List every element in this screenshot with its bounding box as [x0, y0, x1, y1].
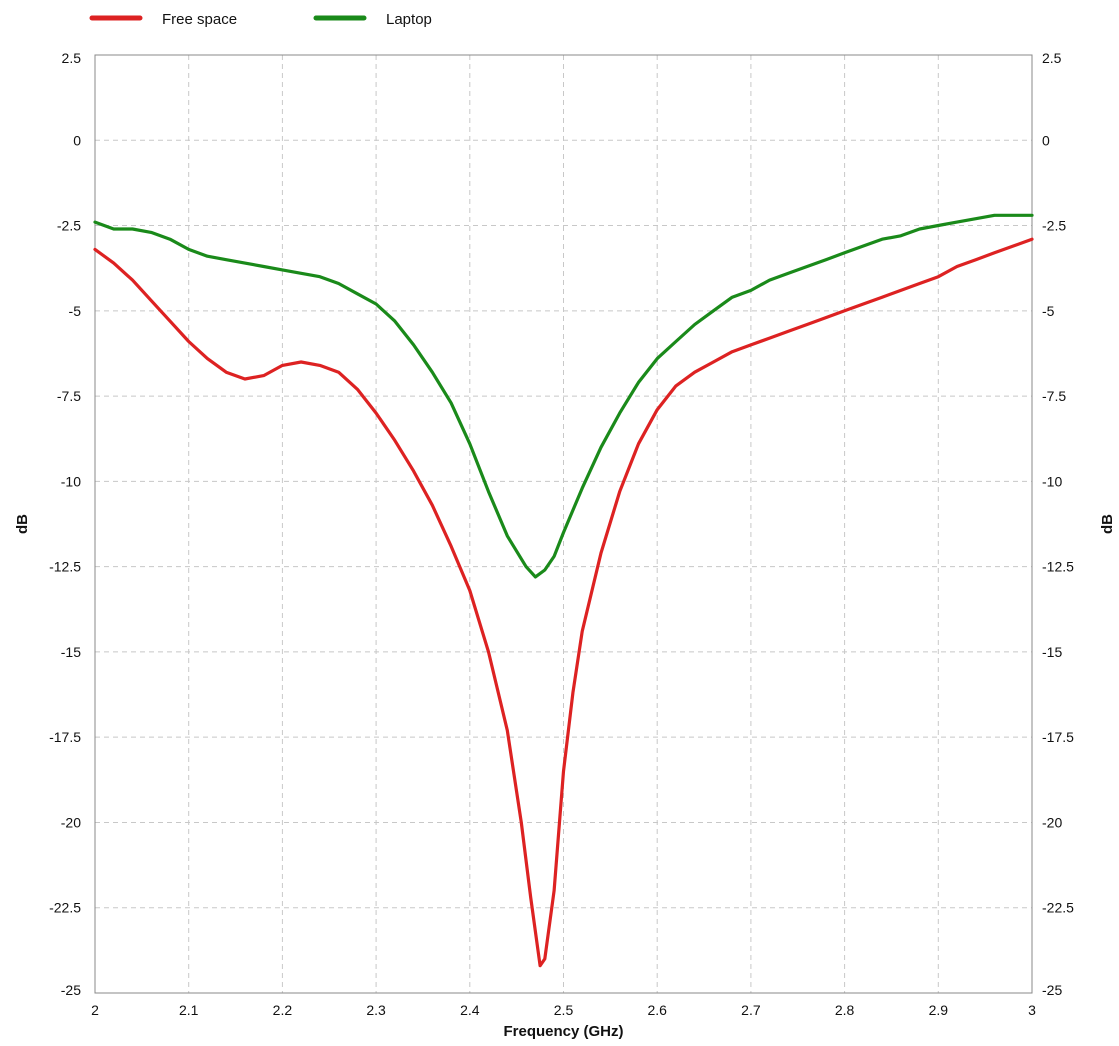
y-tick-label-left: -12.5: [49, 559, 81, 575]
y-tick-label-left: 2.5: [62, 50, 82, 66]
y-tick-label-right: -17.5: [1042, 729, 1074, 745]
y-tick-label-left: 0: [73, 132, 81, 148]
series-line-laptop: [93, 213, 1034, 579]
y-tick-label-left: -17.5: [49, 729, 81, 745]
y-axis-title-right: dB: [1099, 514, 1116, 534]
y-tick-label-right: -2.5: [1042, 218, 1066, 234]
y-tick-label-left: -2.5: [57, 218, 81, 234]
y-tick-label-right: -12.5: [1042, 559, 1074, 575]
x-tick-label: 2.4: [460, 1002, 480, 1018]
series-line-free-space: [93, 237, 1034, 968]
y-tick-label-left: -20: [61, 814, 81, 830]
x-tick-label: 2.5: [554, 1002, 574, 1018]
y-tick-label-left: -10: [61, 473, 81, 489]
y-tick-label-right: -7.5: [1042, 388, 1066, 404]
x-axis: 2 2.1 2.2 2.3 2.4 2.5 2.6 2.7 2.8 2.9 3: [91, 1002, 1036, 1018]
x-tick-label: 2.2: [273, 1002, 293, 1018]
y-tick-label-right: -25: [1042, 982, 1062, 998]
x-tick-label: 3: [1028, 1002, 1036, 1018]
legend: Free space Laptop: [89, 11, 432, 28]
legend-label-free-space: Free space: [162, 11, 237, 28]
y-tick-label-left: -5: [69, 303, 82, 319]
y-axis-left: 2.5 0 -2.5 -5 -7.5 -10 -12.5 -15 -17.5 -20 -22.5 -2…: [49, 50, 81, 998]
y-tick-label-left: -25: [61, 982, 81, 998]
y-axis-right: 2.5 0 -2.5 -5 -7.5 -10 -12.5 -15 -17.5 -20 -22.5 -2…: [1042, 50, 1074, 998]
y-tick-label-right: -15: [1042, 644, 1062, 660]
y-tick-label-right: 0: [1042, 132, 1050, 148]
y-tick-label-right: -5: [1042, 303, 1055, 319]
x-tick-label: 2: [91, 1002, 99, 1018]
y-tick-label-right: -10: [1042, 473, 1062, 489]
legend-label-laptop: Laptop: [386, 11, 432, 28]
x-tick-label: 2.1: [179, 1002, 199, 1018]
x-tick-label: 2.3: [366, 1002, 386, 1018]
y-tick-label-left: -15: [61, 644, 81, 660]
x-tick-label: 2.7: [741, 1002, 761, 1018]
y-tick-label-right: 2.5: [1042, 50, 1062, 66]
y-axis-title-left: dB: [14, 514, 31, 534]
plot-frame: [94, 54, 1033, 994]
grid: [95, 55, 1032, 993]
y-tick-label-right: -22.5: [1042, 900, 1074, 916]
y-tick-label-left: -22.5: [49, 900, 81, 916]
x-tick-label: 2.6: [647, 1002, 667, 1018]
x-tick-label: 2.9: [929, 1002, 949, 1018]
x-axis-title: Frequency (GHz): [503, 1023, 623, 1040]
series-layer: [93, 213, 1034, 968]
y-tick-label-right: -20: [1042, 814, 1062, 830]
x-tick-label: 2.8: [835, 1002, 855, 1018]
y-tick-label-left: -7.5: [57, 388, 81, 404]
